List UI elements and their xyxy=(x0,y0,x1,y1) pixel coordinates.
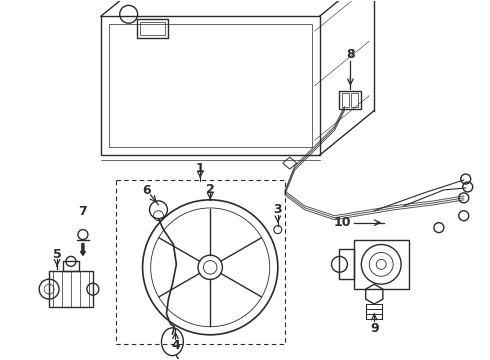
Text: 6: 6 xyxy=(142,184,151,197)
Text: 8: 8 xyxy=(346,49,355,62)
Text: 4: 4 xyxy=(171,339,180,352)
FancyArrow shape xyxy=(80,243,85,255)
Text: 9: 9 xyxy=(370,322,379,336)
Text: 3: 3 xyxy=(273,203,282,216)
Text: 5: 5 xyxy=(53,248,61,261)
Text: 2: 2 xyxy=(206,184,215,197)
Text: 10: 10 xyxy=(334,216,351,229)
Text: 7: 7 xyxy=(78,205,87,218)
Text: 1: 1 xyxy=(196,162,205,175)
